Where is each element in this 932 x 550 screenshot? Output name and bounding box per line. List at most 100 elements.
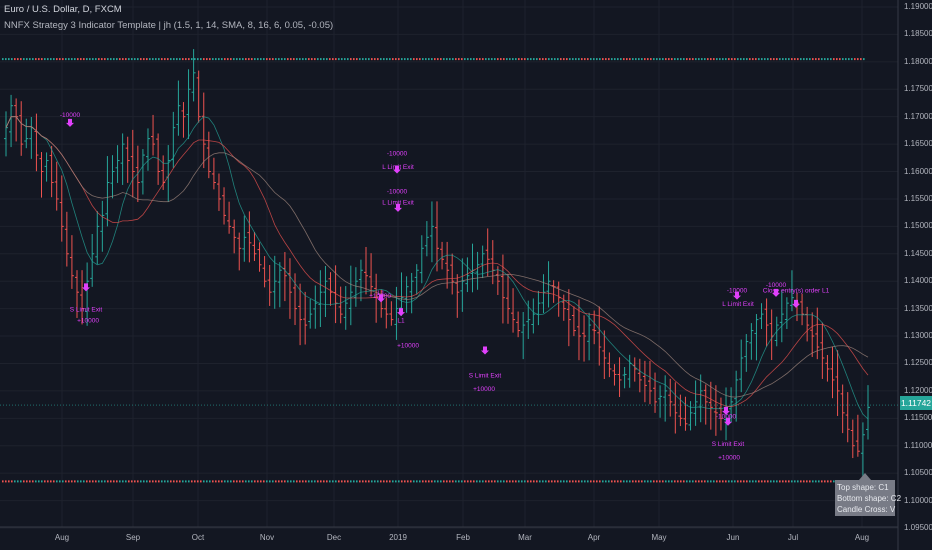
support-dot xyxy=(821,480,823,483)
resistance-dot xyxy=(857,58,859,61)
resistance-dot xyxy=(95,58,97,61)
support-dot xyxy=(245,480,247,483)
price-tick-label: 1.14500 xyxy=(904,248,932,258)
support-dot xyxy=(209,480,211,483)
support-dot xyxy=(752,480,754,483)
support-dot xyxy=(293,480,295,483)
resistance-dot xyxy=(662,58,664,61)
support-dot xyxy=(449,480,451,483)
resistance-dot xyxy=(812,58,814,61)
support-dot xyxy=(329,480,331,483)
support-dot xyxy=(743,480,745,483)
resistance-dot xyxy=(542,58,544,61)
resistance-dot xyxy=(107,58,109,61)
support-dot xyxy=(467,480,469,483)
resistance-dot xyxy=(47,58,49,61)
support-dot xyxy=(176,480,178,483)
resistance-dot xyxy=(434,58,436,61)
support-dot xyxy=(305,480,307,483)
support-dot xyxy=(98,480,100,483)
support-dot xyxy=(77,480,79,483)
resistance-dot xyxy=(2,58,4,61)
support-dot xyxy=(320,480,322,483)
support-dot xyxy=(20,480,22,483)
support-dot xyxy=(374,480,376,483)
support-dot xyxy=(74,480,76,483)
resistance-dot xyxy=(194,58,196,61)
price-tick-label: 1.10500 xyxy=(904,468,932,478)
time-tick-label: Nov xyxy=(259,533,275,542)
trade-arrow-icon xyxy=(792,299,800,308)
support-dot xyxy=(437,480,439,483)
support-dot xyxy=(632,480,634,483)
support-dot xyxy=(323,480,325,483)
resistance-dot xyxy=(497,58,499,61)
resistance-dot xyxy=(659,58,661,61)
support-dot xyxy=(473,480,475,483)
resistance-dot xyxy=(830,58,832,61)
price-tick-label: 1.17500 xyxy=(904,84,932,94)
resistance-dot xyxy=(782,58,784,61)
resistance-dot xyxy=(65,58,67,61)
resistance-dot xyxy=(71,58,73,61)
support-dot xyxy=(107,480,109,483)
resistance-dot xyxy=(458,58,460,61)
support-dot xyxy=(356,480,358,483)
resistance-dot xyxy=(89,58,91,61)
support-dot xyxy=(650,480,652,483)
support-dot xyxy=(140,480,142,483)
support-dot xyxy=(503,480,505,483)
resistance-dot xyxy=(650,58,652,61)
support-dot xyxy=(692,480,694,483)
resistance-dot xyxy=(683,58,685,61)
support-dot xyxy=(128,480,130,483)
resistance-dot xyxy=(209,58,211,61)
resistance-dot xyxy=(320,58,322,61)
support-dot xyxy=(257,480,259,483)
resistance-dot xyxy=(8,58,10,61)
resistance-dot xyxy=(284,58,286,61)
support-dot xyxy=(536,480,538,483)
resistance-dot xyxy=(221,58,223,61)
support-dot xyxy=(734,480,736,483)
support-dot xyxy=(614,480,616,483)
resistance-dot xyxy=(335,58,337,61)
support-dot xyxy=(551,480,553,483)
resistance-dot xyxy=(758,58,760,61)
resistance-dot xyxy=(746,58,748,61)
resistance-dot xyxy=(62,58,64,61)
support-dot xyxy=(119,480,121,483)
resistance-dot xyxy=(488,58,490,61)
trade-arrow-icon xyxy=(377,294,385,303)
support-dot xyxy=(707,480,709,483)
support-dot xyxy=(431,480,433,483)
resistance-dot xyxy=(713,58,715,61)
support-dot xyxy=(521,480,523,483)
support-dot xyxy=(17,480,19,483)
time-tick-label: Aug xyxy=(54,533,70,542)
resistance-dot xyxy=(689,58,691,61)
resistance-dot xyxy=(470,58,472,61)
resistance-dot xyxy=(824,58,826,61)
support-dot xyxy=(146,480,148,483)
resistance-dot xyxy=(491,58,493,61)
support-dot xyxy=(599,480,601,483)
trade-annotation-label: -10000 xyxy=(387,150,408,157)
support-dot xyxy=(158,480,160,483)
price-tick-label: 1.16500 xyxy=(904,139,932,149)
trade-annotation-label: L1 xyxy=(397,318,405,325)
resistance-dot xyxy=(602,58,604,61)
support-dot xyxy=(554,480,556,483)
resistance-dot xyxy=(23,58,25,61)
support-dot xyxy=(620,480,622,483)
support-dot xyxy=(368,480,370,483)
resistance-dot xyxy=(566,58,568,61)
support-dot xyxy=(296,480,298,483)
resistance-dot xyxy=(260,58,262,61)
support-dot xyxy=(791,480,793,483)
resistance-dot xyxy=(248,58,250,61)
resistance-dot xyxy=(17,58,19,61)
price-tick-label: 1.11000 xyxy=(904,440,932,450)
resistance-dot xyxy=(332,58,334,61)
